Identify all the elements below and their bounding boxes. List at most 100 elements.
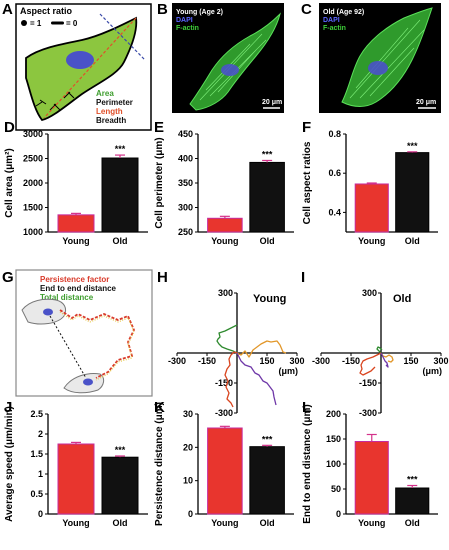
y-tick-label: 250 xyxy=(178,227,193,237)
old-dapi-label: DAPI xyxy=(323,17,340,24)
y-tick-label: 150 xyxy=(326,434,341,444)
y-tick-label: -300 xyxy=(359,408,377,418)
significance-marker: *** xyxy=(407,475,418,485)
ratio-zero-label: = 0 xyxy=(66,19,78,28)
panel-letter-i: I xyxy=(301,269,305,286)
cell-outline xyxy=(25,16,138,121)
panel-letter-c: C xyxy=(301,1,312,18)
panel-letter-a: A xyxy=(2,1,13,18)
legend-length: Length xyxy=(96,107,123,116)
trajectory-line-4 xyxy=(236,352,277,406)
y-tick-label: 1.5 xyxy=(30,449,43,459)
y-tick-label: 0 xyxy=(188,509,193,519)
y-tick-label: 2.5 xyxy=(30,409,43,419)
bar-young xyxy=(207,427,243,515)
bar-chart-aspect-ratio: F 0.4 0.6 0.8 Cell aspect ratios Young Old *** xyxy=(302,119,438,246)
y-tick-label: 0 xyxy=(38,509,43,519)
ratio-one-label: = 1 xyxy=(30,19,42,28)
panel-b: B Young (Age 2) DAPI F-actin 20 μm xyxy=(157,1,284,113)
significance-marker: *** xyxy=(115,445,126,455)
y-tick-label: 450 xyxy=(178,129,193,139)
cell-start-nucleus xyxy=(43,308,53,316)
trajectory-plot-young: H Young -300 -150 150 300 300 -150 -300 (μm) xyxy=(157,269,305,418)
y-axis-title: Average speed (μm/min) xyxy=(4,406,15,522)
panel-letter-f: F xyxy=(302,119,311,136)
panel-letter-d: D xyxy=(4,119,15,136)
adhesion-marks xyxy=(35,91,75,111)
trajectory-line-1 xyxy=(216,324,238,354)
y-tick-label: -150 xyxy=(359,378,377,388)
x-tick-label: 300 xyxy=(433,356,448,366)
y-tick-label: 200 xyxy=(326,409,341,419)
bar-young xyxy=(354,441,389,515)
aspect-ratio-title: Aspect ratio xyxy=(20,6,73,16)
nucleus-icon xyxy=(66,51,94,69)
bar-old xyxy=(249,446,285,515)
x-tick-label-young: Young xyxy=(358,236,385,246)
old-scale-label: 20 μm xyxy=(416,99,436,106)
bar-chart-end-to-end-distance: L 0 50 100 150 200 End to end distance (μm) You… xyxy=(302,399,438,528)
y-tick-label: 0.6 xyxy=(328,168,341,178)
y-tick-label: 400 xyxy=(178,154,193,164)
panel-letter-e: E xyxy=(154,119,164,136)
y-tick-label: 3000 xyxy=(23,129,43,139)
x-tick-label-young: Young xyxy=(211,518,238,528)
y-tick-label: 20 xyxy=(183,442,193,452)
trajectory-line-3 xyxy=(224,351,238,408)
young-scale-label: 20 μm xyxy=(262,99,282,106)
x-tick-label-old: Old xyxy=(113,518,128,528)
trajectory-line-1 xyxy=(376,346,383,354)
bar-old xyxy=(395,487,430,515)
y-axis-title: End to end distance (μm) xyxy=(302,404,313,523)
bar-chart-average-speed: J 0 0.5 1 1.5 2 2.5 Average speed (μm/min) Young… xyxy=(4,399,148,528)
panel-letter-h: H xyxy=(157,269,168,286)
old-image-title: Old (Age 92) xyxy=(323,9,364,16)
panel-letter-b: B xyxy=(157,1,168,18)
x-tick-label: 150 xyxy=(403,356,418,366)
x-tick-label-old: Old xyxy=(260,236,275,246)
young-dapi-label: DAPI xyxy=(176,17,193,24)
bar-old xyxy=(395,152,430,233)
y-tick-label: 0.4 xyxy=(328,207,341,217)
legend-total-distance: Total distance xyxy=(40,293,94,302)
x-tick-label: -150 xyxy=(342,356,360,366)
bar-old xyxy=(101,456,139,515)
panel-g: G Persistence factor End to end distance… xyxy=(2,269,153,397)
y-tick-label: 2000 xyxy=(23,178,43,188)
panel-a: A Aspect ratio = 1 = 0 Area Perimeter Le… xyxy=(2,1,152,131)
y-tick-label: 2500 xyxy=(23,154,43,164)
trajectory-young-label: Young xyxy=(253,293,286,305)
x-tick-label-young: Young xyxy=(358,518,385,528)
y-tick-label: 1000 xyxy=(23,227,43,237)
panel-letter-l: L xyxy=(302,399,311,416)
bar-young xyxy=(57,443,95,515)
bar-old xyxy=(249,161,285,233)
x-tick-label: 150 xyxy=(259,356,274,366)
y-tick-label: 50 xyxy=(331,484,341,494)
y-axis-title: Persistence distance (μm) xyxy=(154,402,165,526)
x-tick-label: 300 xyxy=(289,356,304,366)
x-tick-label-young: Young xyxy=(62,236,89,246)
panel-c: C Old (Age 92) DAPI F-actin 20 μm xyxy=(301,1,441,113)
old-factin-label: F-actin xyxy=(323,25,346,32)
y-axis-title: Cell perimeter (μm) xyxy=(154,137,165,228)
old-nucleus xyxy=(368,61,388,75)
trajectory-line-4 xyxy=(380,352,389,368)
y-tick-label: 0.8 xyxy=(328,129,341,139)
circle-shape-icon xyxy=(21,20,27,26)
x-tick-label-old: Old xyxy=(405,518,420,528)
bar-chart-persistence-distance: K 0 10 20 30 Persistence distance (μm) Young Ol… xyxy=(154,399,294,528)
x-tick-label: -150 xyxy=(198,356,216,366)
old-actin-fibers xyxy=(349,19,425,99)
trajectory-old-label: Old xyxy=(393,293,411,305)
length-axis-line xyxy=(43,17,137,119)
y-tick-label: 1500 xyxy=(23,203,43,213)
legend-persistence: Persistence factor xyxy=(40,275,109,284)
cell-end-nucleus xyxy=(83,378,93,386)
y-tick-label: 2 xyxy=(38,429,43,439)
bar-young xyxy=(57,214,95,233)
trajectory-line-2 xyxy=(380,352,394,363)
legend-perimeter: Perimeter xyxy=(96,98,133,107)
significance-marker: *** xyxy=(115,144,126,154)
legend-area: Area xyxy=(96,89,114,98)
